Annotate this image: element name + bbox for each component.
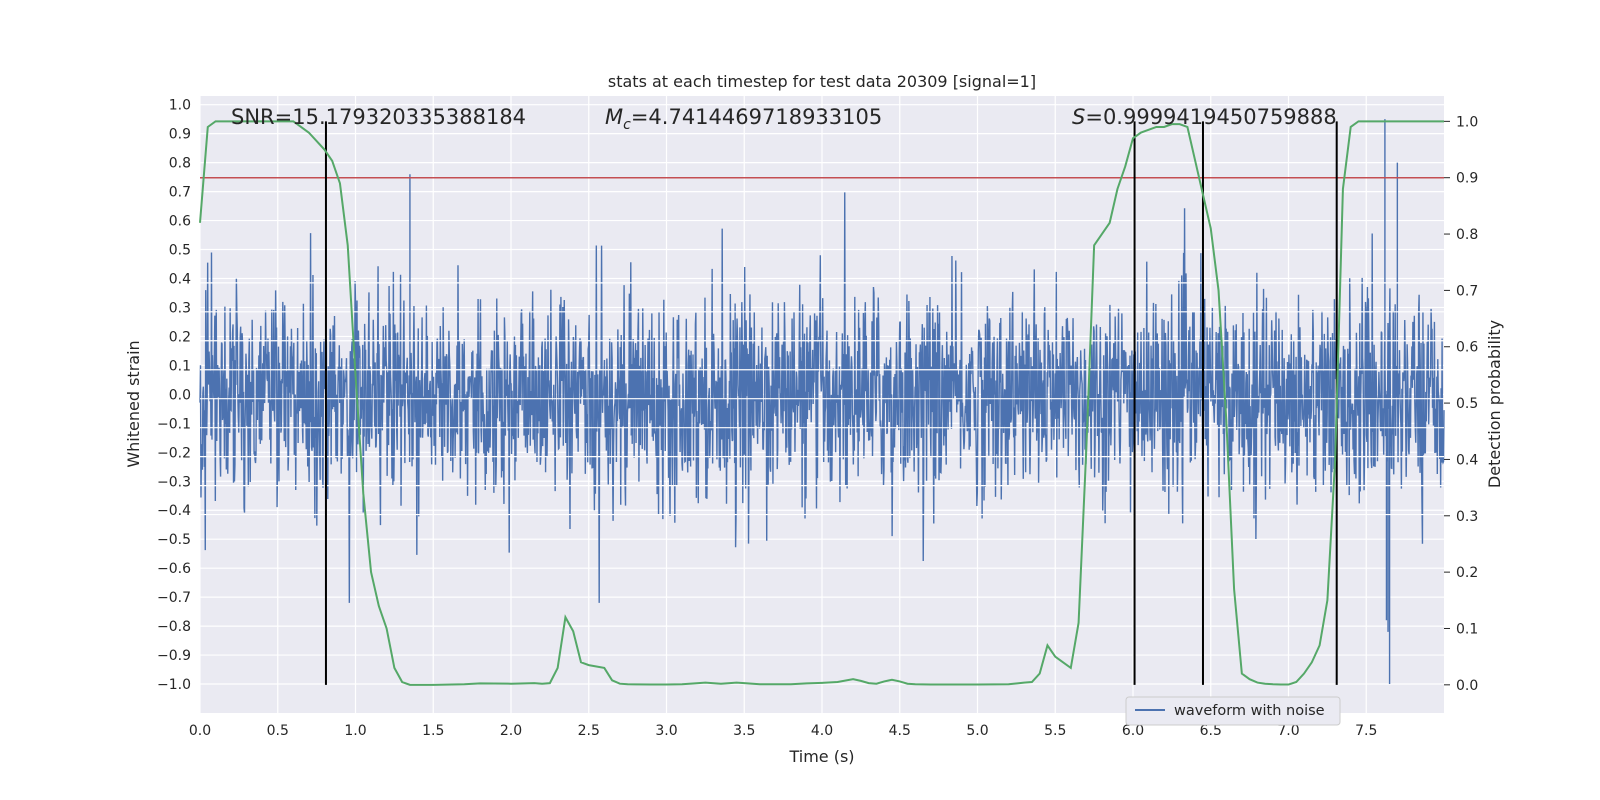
series-layer	[199, 119, 1445, 686]
x-tick-label: 5.0	[966, 723, 988, 739]
x-tick-label: 2.0	[500, 723, 522, 739]
x-tick-label: 4.0	[811, 723, 833, 739]
chart-title: stats at each timestep for test data 203…	[608, 72, 1036, 91]
y-tick-label: 0.2	[169, 329, 191, 345]
y-tick-label: −0.6	[157, 561, 191, 577]
chirp-mass-subscript: c	[623, 117, 631, 133]
y-tick-label: 0.4	[169, 271, 191, 287]
x-tick-label: 7.5	[1355, 723, 1377, 739]
y-axis-label: Whitened strain	[124, 340, 143, 467]
x-tick-label: 7.0	[1277, 723, 1299, 739]
legend-box	[1125, 696, 1341, 726]
x-tick-label: 3.5	[733, 723, 755, 739]
y-right-tick-label: 0.8	[1456, 227, 1478, 243]
x-axis-label: Time (s)	[788, 747, 854, 766]
y-right-tick-label: 1.0	[1456, 114, 1478, 130]
y-tick-label: 0.0	[169, 387, 191, 403]
y-right-tick-label: 0.3	[1456, 509, 1478, 525]
y-tick-label: 0.3	[169, 300, 191, 316]
x-tick-label: 0.5	[267, 723, 289, 739]
x-tick-label: 2.5	[578, 723, 600, 739]
x-axis: 0.0 0.5 1.0 1.5 2.0 2.5 3.0 3.5 4.0 4.5 5.0 5.5 6.0 6…	[189, 723, 1378, 739]
y-right-tick-label: 0.7	[1456, 283, 1478, 299]
y-tick-label: −0.5	[157, 532, 191, 548]
x-tick-label: 3.0	[655, 723, 677, 739]
y-right-tick-label: 0.4	[1456, 452, 1478, 468]
significance-annotation: S=0.9999419450759888	[1072, 105, 1337, 129]
x-tick-label: 1.5	[422, 723, 444, 739]
y-right-tick-label: 0.5	[1456, 396, 1478, 412]
y-tick-label: 0.7	[169, 185, 191, 201]
y-tick-label: 0.5	[169, 243, 191, 259]
y-tick-label: 0.8	[169, 156, 191, 172]
y-axis-left: 1.0 0.9 0.8 0.7 0.6 0.5 0.4 0.3 0.2 0.1 0.0 −0.1 −0.…	[157, 98, 191, 693]
chirp-mass-annotation: Mc=4.7414469718933105	[605, 105, 882, 133]
x-tick-label: 6.5	[1200, 723, 1222, 739]
y-tick-label: 1.0	[169, 98, 191, 114]
legend: waveform with noise	[1125, 696, 1341, 726]
waveform-series	[199, 119, 1445, 685]
chirp-mass-value: =4.7414469718933105	[631, 105, 882, 129]
snr-annotation: SNR=15.179320335388184	[231, 105, 526, 129]
detection-probability-series	[199, 120, 1444, 686]
y-tick-label: −0.8	[157, 619, 191, 635]
y-right-tick-label: 0.0	[1456, 678, 1478, 694]
y-tick-label: 0.6	[169, 214, 191, 230]
significance-symbol: S	[1072, 105, 1085, 129]
y-right-tick-label: 0.2	[1456, 565, 1478, 581]
y-tick-label: 0.1	[169, 358, 191, 374]
y-right-tick-label: 0.6	[1456, 340, 1478, 356]
y-right-tick-label: 0.9	[1456, 171, 1478, 187]
y-right-tick-label: 0.1	[1456, 621, 1478, 637]
x-tick-label: 5.5	[1044, 723, 1066, 739]
significance-value: =0.9999419450759888	[1085, 105, 1336, 129]
y-axis-right: 1.0 0.9 0.8 0.7 0.6 0.5 0.4 0.3 0.2 0.1 0.0	[1444, 114, 1478, 694]
x-tick-label: 0.0	[189, 723, 211, 739]
y-tick-label: −0.2	[157, 445, 191, 461]
y-tick-label: −1.0	[157, 677, 191, 693]
x-tick-label: 4.5	[889, 723, 911, 739]
y-tick-label: 0.9	[169, 127, 191, 143]
x-tick-label: 1.0	[344, 723, 366, 739]
y-tick-label: −0.3	[157, 474, 191, 490]
y-tick-label: −0.9	[157, 648, 191, 664]
y-tick-label: −0.1	[157, 416, 191, 432]
legend-label-waveform: waveform with noise	[1174, 703, 1325, 719]
y-axis-right-label: Detection probability	[1485, 320, 1504, 488]
chirp-mass-symbol: M	[605, 105, 623, 129]
y-tick-label: −0.4	[157, 503, 191, 519]
x-tick-label: 6.0	[1122, 723, 1144, 739]
y-tick-label: −0.7	[157, 590, 191, 606]
